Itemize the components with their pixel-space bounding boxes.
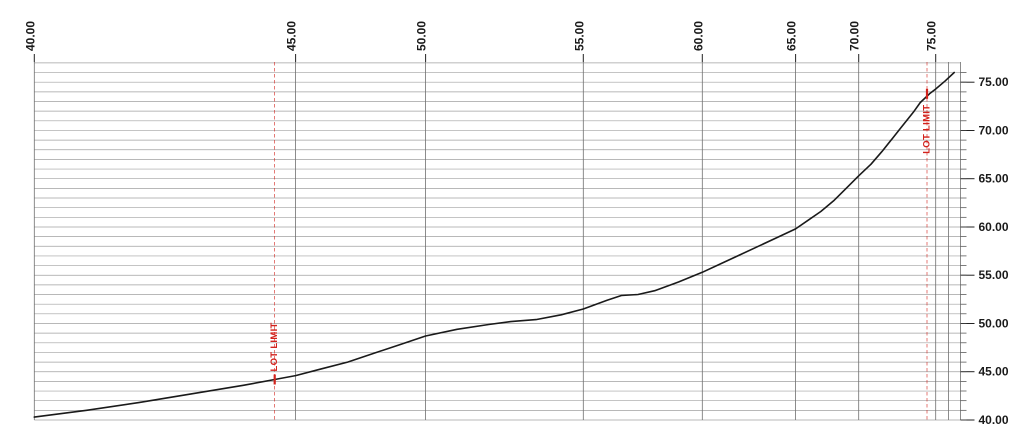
svg-text:55.00: 55.00 xyxy=(572,21,586,51)
svg-text:60.00: 60.00 xyxy=(691,21,705,51)
svg-text:55.00: 55.00 xyxy=(979,268,1009,282)
svg-text:LOT LIMIT: LOT LIMIT xyxy=(269,322,280,371)
svg-text:70.00: 70.00 xyxy=(848,21,862,51)
svg-text:40.00: 40.00 xyxy=(979,413,1009,427)
svg-text:45.00: 45.00 xyxy=(285,21,299,51)
svg-text:40.00: 40.00 xyxy=(23,21,37,51)
svg-text:60.00: 60.00 xyxy=(979,220,1009,234)
svg-text:75.00: 75.00 xyxy=(979,75,1009,89)
svg-text:70.00: 70.00 xyxy=(979,124,1009,138)
svg-text:65.00: 65.00 xyxy=(979,172,1009,186)
svg-text:LOT LIMIT: LOT LIMIT xyxy=(922,105,933,154)
svg-text:75.00: 75.00 xyxy=(925,21,939,51)
svg-text:65.00: 65.00 xyxy=(785,21,799,51)
svg-text:50.00: 50.00 xyxy=(415,21,429,51)
svg-text:50.00: 50.00 xyxy=(979,317,1009,331)
svg-text:45.00: 45.00 xyxy=(979,365,1009,379)
